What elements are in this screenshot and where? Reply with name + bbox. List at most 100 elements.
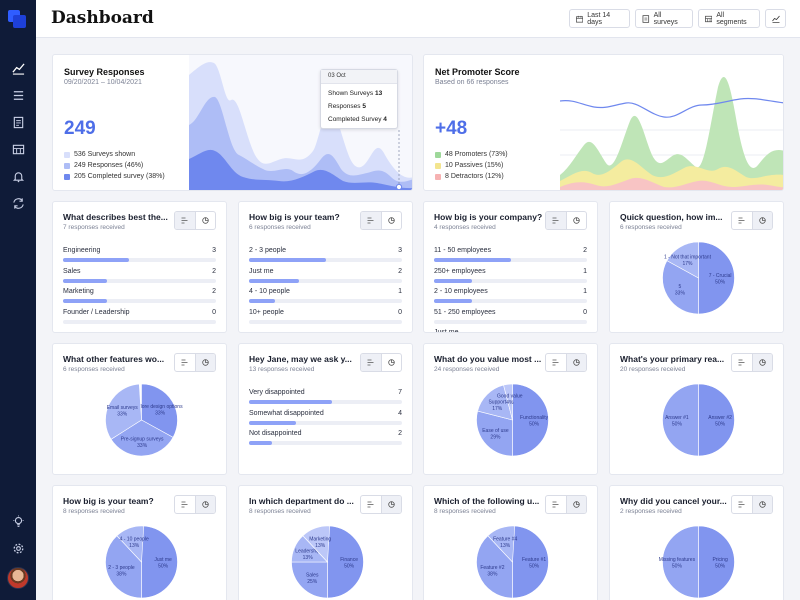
date-range-button[interactable]: Last 14 days <box>569 9 630 28</box>
question-card[interactable]: How big is your company? 4 responses rece… <box>423 201 598 333</box>
bar-view-icon[interactable] <box>732 354 752 371</box>
bulb-icon[interactable] <box>10 513 26 529</box>
document-icon[interactable] <box>10 114 26 130</box>
pie-view-icon[interactable] <box>380 354 402 371</box>
bar-view-icon[interactable] <box>175 496 195 513</box>
pie-slice[interactable] <box>698 383 735 457</box>
answer-count: 0 <box>212 308 216 316</box>
question-card[interactable]: Hey Jane, may we ask y... 13 responses re… <box>238 343 413 475</box>
pie-slice[interactable] <box>302 525 331 563</box>
response-count: 20 responses received <box>620 366 686 373</box>
pie-slice[interactable] <box>512 383 549 457</box>
answer-count: 1 <box>583 288 587 295</box>
bar-view-icon[interactable] <box>546 212 566 229</box>
answer-label: 2 - 10 employees <box>434 288 488 295</box>
pie-slice-percent: 13% <box>500 543 511 549</box>
pie-slice[interactable] <box>291 561 328 599</box>
pie-view-icon[interactable] <box>380 212 402 229</box>
answer-count: 2 <box>583 247 587 254</box>
pie-slice-percent: 33% <box>117 412 128 418</box>
table-icon[interactable] <box>10 141 26 157</box>
pie-slice-label: Feature #4 <box>493 537 517 543</box>
pie-slice[interactable] <box>105 383 142 440</box>
pie-slice[interactable] <box>110 419 174 457</box>
segments-icon <box>705 15 713 22</box>
pie-slice[interactable] <box>476 535 513 599</box>
answer-bar-track <box>63 319 216 324</box>
gear-icon[interactable] <box>10 540 26 556</box>
question-card[interactable]: How big is your team? 6 responses receive… <box>238 201 413 333</box>
legend-completed: 205 Completed survey (38%) <box>64 173 165 180</box>
question-card[interactable]: How big is your team? 8 responses receive… <box>52 485 227 600</box>
pie-slice[interactable] <box>512 525 549 599</box>
pie-slice[interactable] <box>503 383 513 421</box>
question-card[interactable]: What describes best the... 7 responses re… <box>52 201 227 333</box>
question-card[interactable]: Quick question, how im... 6 responses rec… <box>609 201 784 333</box>
pie-slice[interactable] <box>105 535 142 599</box>
pie-view-icon[interactable] <box>565 212 587 229</box>
pie-slice[interactable] <box>327 525 364 599</box>
nps-area-chart[interactable] <box>560 55 784 191</box>
pie-slice[interactable] <box>141 383 178 438</box>
bar-view-icon[interactable] <box>175 354 195 371</box>
pie-view-icon[interactable] <box>751 354 772 371</box>
sync-icon[interactable] <box>10 195 26 211</box>
question-card[interactable]: Which of the following u... 8 responses r… <box>423 485 598 600</box>
avatar[interactable] <box>7 567 29 589</box>
pie-slice-label: Email surveys <box>107 405 139 411</box>
pie-slice[interactable] <box>662 260 699 315</box>
bar-view-icon[interactable] <box>732 212 752 229</box>
pie-chart[interactable]: Feature #150% Feature #238% Feature #413% <box>424 520 598 600</box>
pie-view-icon[interactable] <box>194 212 216 229</box>
pie-view-icon[interactable] <box>194 496 215 513</box>
question-card[interactable]: What do you value most ... 24 responses r… <box>423 343 598 475</box>
chart-view-button[interactable] <box>765 9 786 28</box>
bar-view-icon[interactable] <box>361 212 381 229</box>
answer-bar-fill <box>63 258 129 262</box>
pie-chart[interactable]: Finance50%Sales25%Leadership13%Marketing… <box>239 520 413 600</box>
question-card[interactable]: What other features wo... 6 responses rec… <box>52 343 227 475</box>
pie-slice-label: 2 - 3 people <box>108 565 135 571</box>
app-logo[interactable] <box>8 10 26 28</box>
surveys-filter-button[interactable]: All surveys <box>635 9 693 28</box>
chart-icon <box>771 15 780 23</box>
pie-slice[interactable] <box>141 525 178 599</box>
pie-slice[interactable] <box>666 241 699 279</box>
pie-chart[interactable]: Answer #250%Answer #150% <box>610 378 784 474</box>
pie-slice[interactable] <box>698 241 735 315</box>
pie-slice[interactable] <box>662 383 699 457</box>
answer-count: 7 <box>398 389 402 396</box>
date-range-label: Last 14 days <box>587 11 611 26</box>
pie-view-icon[interactable] <box>751 212 772 229</box>
question-card[interactable]: Why did you cancel your... 2 responses re… <box>609 485 784 600</box>
bar-view-icon[interactable] <box>732 496 752 513</box>
pie-view-icon[interactable] <box>565 496 586 513</box>
pie-slice[interactable] <box>662 525 699 599</box>
segments-filter-button[interactable]: All segments <box>698 9 760 28</box>
pie-slice[interactable] <box>116 525 145 563</box>
pie-view-icon[interactable] <box>565 354 586 371</box>
bell-icon[interactable] <box>10 168 26 184</box>
pie-slice[interactable] <box>476 410 513 457</box>
bar-view-icon[interactable] <box>175 212 195 229</box>
bar-view-icon[interactable] <box>361 496 381 513</box>
question-card[interactable]: In which department do ... 8 responses re… <box>238 485 413 600</box>
answer-count: 3 <box>398 247 402 254</box>
menu-icon[interactable] <box>10 87 26 103</box>
pie-view-icon[interactable] <box>380 496 401 513</box>
bar-view-icon[interactable] <box>546 354 566 371</box>
pie-view-icon[interactable] <box>194 354 215 371</box>
question-card[interactable]: What's your primary rea... 20 responses r… <box>609 343 784 475</box>
pie-slice[interactable] <box>487 525 516 563</box>
area-completed <box>189 150 412 190</box>
bar-view-icon[interactable] <box>361 354 381 371</box>
pie-slice[interactable] <box>698 525 735 599</box>
chart-icon[interactable] <box>10 60 26 76</box>
bar-view-icon[interactable] <box>546 496 566 513</box>
pie-view-icon[interactable] <box>751 496 772 513</box>
